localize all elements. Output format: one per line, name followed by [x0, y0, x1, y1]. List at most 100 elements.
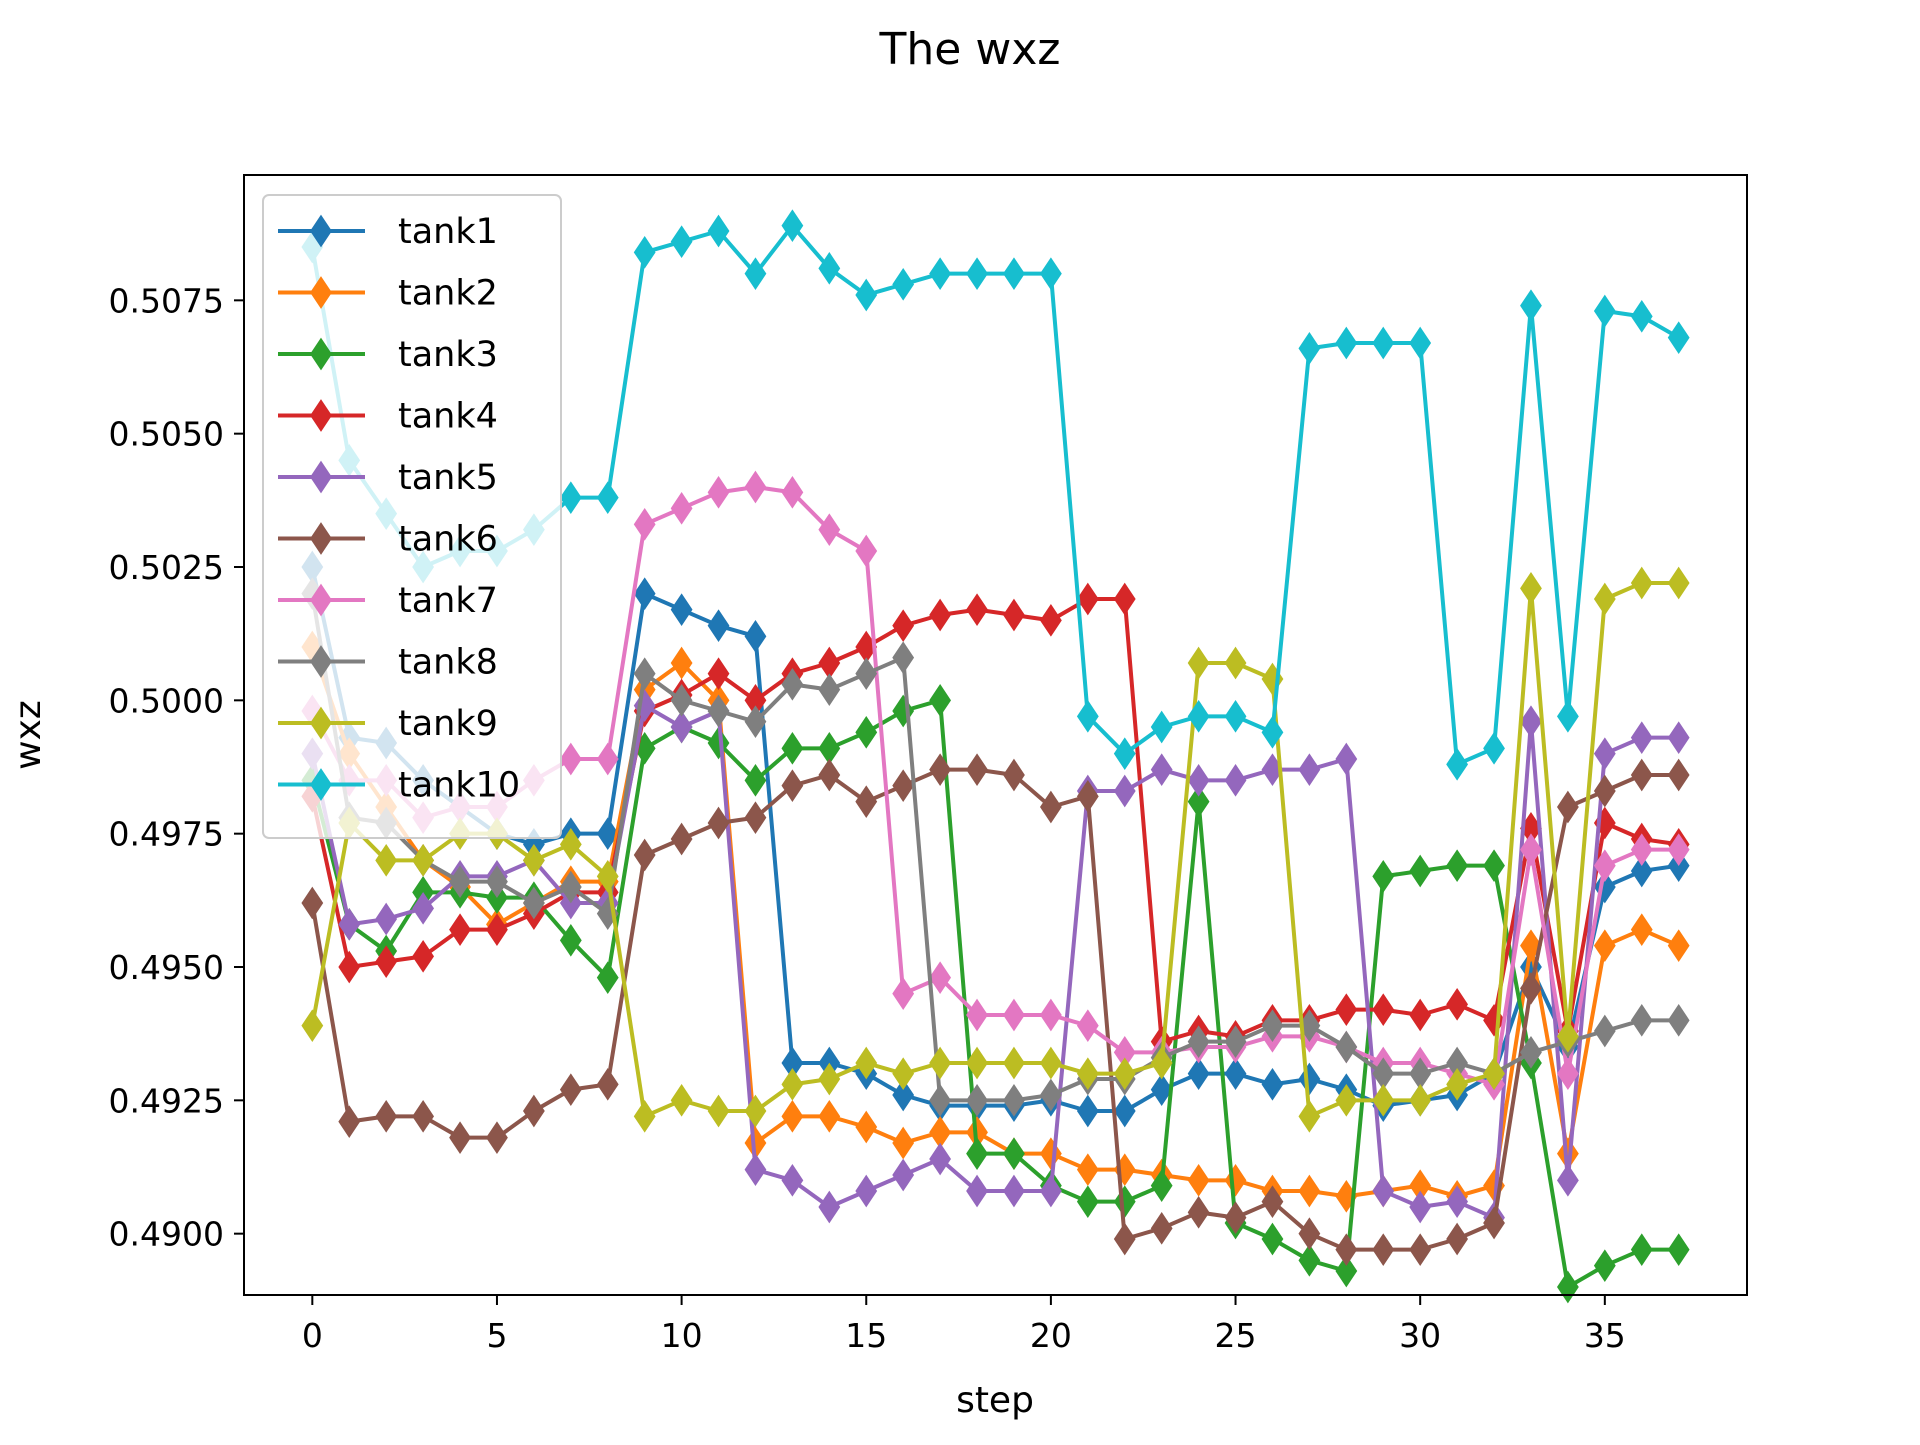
- data-point-tank2: [1520, 929, 1542, 963]
- data-point-tank10: [1667, 321, 1690, 355]
- data-point-tank9: [1003, 1046, 1025, 1080]
- data-point-tank10: [1630, 299, 1653, 333]
- data-point-tank10: [1483, 731, 1505, 765]
- data-point-tank5: [1113, 774, 1136, 808]
- data-point-tank2: [1187, 1163, 1210, 1197]
- data-point-tank2: [781, 1099, 804, 1133]
- data-point-tank3: [1483, 849, 1505, 883]
- data-point-tank8: [781, 667, 804, 701]
- data-point-tank7: [781, 475, 804, 509]
- data-point-tank9: [929, 1046, 952, 1080]
- legend-marker-icon: [310, 583, 332, 617]
- y-tick-label: 0.4950: [109, 948, 224, 987]
- data-point-tank8: [449, 865, 471, 899]
- data-point-tank1: [1113, 1094, 1136, 1128]
- data-point-tank3: [855, 715, 878, 749]
- data-point-tank9: [1187, 646, 1210, 680]
- data-point-tank2: [1298, 1174, 1321, 1208]
- data-point-tank6: [1483, 1206, 1505, 1240]
- data-point-tank5: [1298, 753, 1321, 787]
- data-point-tank10: [1335, 326, 1358, 360]
- data-point-tank3: [1446, 849, 1469, 883]
- data-point-tank8: [1224, 1025, 1247, 1059]
- y-tick-label: 0.5000: [109, 681, 224, 720]
- legend-marker-icon: [310, 522, 332, 555]
- data-point-tank6: [1409, 1233, 1432, 1267]
- data-point-tank1: [1150, 1073, 1173, 1107]
- data-point-tank9: [1039, 1046, 1062, 1080]
- data-point-tank9: [1630, 566, 1653, 600]
- data-point-tank6: [559, 1073, 582, 1107]
- data-point-tank7: [818, 513, 841, 547]
- series-tank6: [301, 753, 1690, 1267]
- data-point-tank3: [1261, 1222, 1284, 1256]
- data-point-tank10: [1556, 699, 1579, 733]
- data-point-tank9: [1076, 1057, 1099, 1091]
- data-point-tank8: [892, 641, 915, 675]
- data-point-tank6: [412, 1099, 435, 1133]
- legend-item-tank3: tank3: [278, 335, 498, 375]
- data-point-tank7: [1039, 998, 1062, 1032]
- data-point-tank4: [412, 939, 435, 973]
- data-point-tank2: [1667, 929, 1690, 963]
- data-point-tank7: [892, 977, 915, 1011]
- data-point-tank10: [892, 267, 915, 301]
- legend-marker-icon: [310, 276, 332, 309]
- y-tick-label: 0.4975: [109, 815, 224, 854]
- data-point-tank5: [1409, 1190, 1432, 1224]
- data-point-tank5: [744, 1153, 767, 1187]
- data-point-tank7: [1630, 833, 1653, 867]
- data-point-tank4: [892, 609, 915, 643]
- legend-item-tank10: tank10: [278, 766, 520, 806]
- data-point-tank8: [1335, 1030, 1358, 1064]
- data-point-tank9: [892, 1057, 915, 1091]
- data-point-tank9: [1446, 1067, 1469, 1101]
- legend-label: tank4: [398, 397, 498, 437]
- data-point-tank2: [855, 1110, 878, 1144]
- data-point-tank4: [375, 945, 398, 979]
- data-point-tank5: [1335, 742, 1358, 776]
- data-point-tank5: [966, 1174, 988, 1208]
- data-point-tank7: [707, 475, 730, 509]
- data-point-tank6: [707, 806, 730, 840]
- data-point-tank7: [1667, 833, 1690, 867]
- data-point-tank9: [1520, 571, 1542, 605]
- x-axis-label: step: [956, 1380, 1034, 1421]
- data-point-tank10: [707, 214, 730, 248]
- data-point-tank6: [1076, 779, 1099, 813]
- legend-marker-icon: [310, 768, 332, 801]
- data-point-tank10: [1076, 699, 1099, 733]
- data-point-tank6: [1556, 790, 1579, 824]
- data-point-tank6: [301, 886, 324, 920]
- data-point-tank8: [559, 870, 582, 904]
- data-point-tank3: [1409, 854, 1432, 888]
- data-point-tank8: [486, 865, 508, 899]
- data-point-tank3: [1076, 1185, 1099, 1219]
- data-point-tank6: [1446, 1222, 1469, 1256]
- data-point-tank9: [522, 843, 545, 877]
- data-point-tank4: [966, 593, 988, 627]
- x-tick-label: 35: [1584, 1316, 1626, 1355]
- y-tick-label: 0.4900: [109, 1215, 224, 1254]
- data-point-tank3: [1150, 1169, 1173, 1203]
- data-point-tank7: [559, 742, 582, 776]
- legend-label: tank3: [398, 335, 498, 375]
- legend-marker-icon: [310, 460, 332, 494]
- data-point-tank10: [929, 257, 952, 291]
- x-tick-label: 5: [486, 1316, 507, 1355]
- data-point-tank2: [1630, 913, 1653, 947]
- data-point-tank6: [1298, 1217, 1321, 1251]
- data-point-tank10: [818, 251, 841, 285]
- data-point-tank2: [892, 1126, 915, 1160]
- data-point-tank1: [1224, 1057, 1247, 1091]
- data-point-tank4: [486, 913, 508, 947]
- legend-item-tank1: tank1: [278, 212, 498, 252]
- data-point-tank6: [1630, 758, 1653, 792]
- data-point-tank2: [818, 1099, 841, 1133]
- data-point-tank10: [1593, 294, 1616, 328]
- data-point-tank6: [929, 753, 952, 787]
- data-point-tank9: [1113, 1057, 1136, 1091]
- legend-label: tank7: [398, 581, 498, 621]
